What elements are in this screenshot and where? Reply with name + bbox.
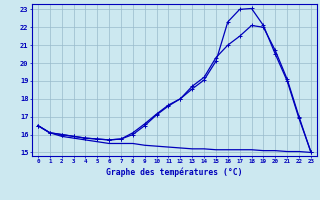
X-axis label: Graphe des températures (°C): Graphe des températures (°C)	[106, 167, 243, 177]
